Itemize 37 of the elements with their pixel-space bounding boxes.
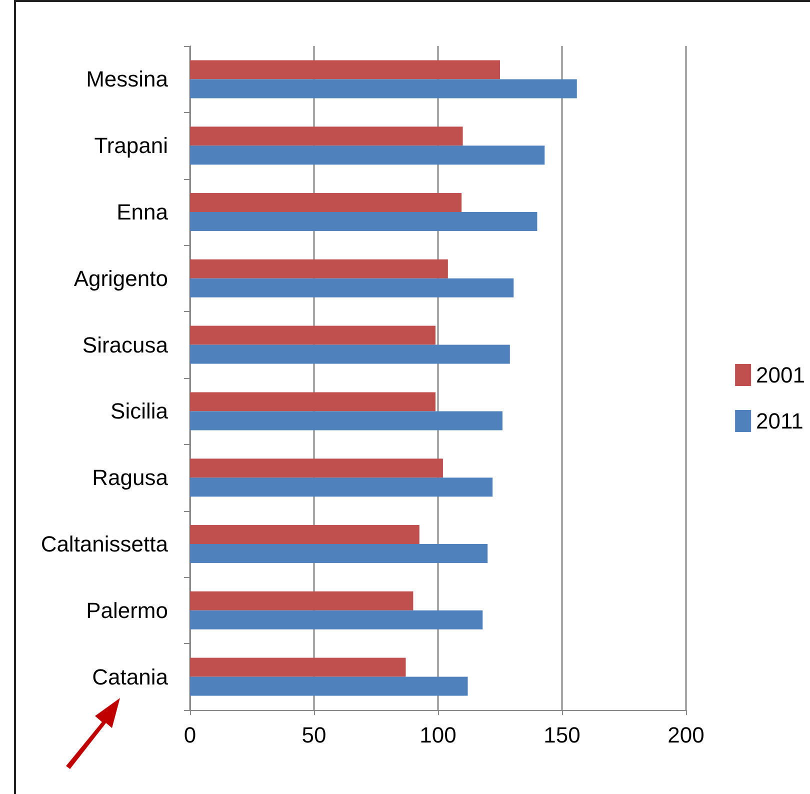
bar (190, 193, 462, 212)
y-tick-label: Palermo (86, 598, 168, 623)
bar (190, 411, 502, 430)
bar (190, 392, 436, 412)
bar (190, 60, 500, 80)
bar (190, 591, 414, 610)
bar (190, 326, 436, 345)
bar (190, 278, 514, 298)
bar (190, 79, 577, 98)
bar (190, 212, 538, 231)
y-tick-label: Caltanissetta (40, 532, 169, 556)
bar (190, 610, 483, 630)
bar (190, 676, 468, 696)
x-tick-label: 150 (544, 722, 580, 748)
bar (190, 259, 448, 278)
y-tick-label: Siracusa (82, 332, 169, 358)
bar (190, 146, 545, 165)
bar (190, 525, 420, 544)
y-tick-label: Trapani (94, 133, 168, 158)
bar (190, 344, 510, 364)
x-tick-label: 200 (668, 722, 704, 748)
x-tick-label: 0 (184, 722, 196, 748)
legend-label: 2001 (756, 362, 806, 388)
bar (190, 544, 488, 563)
y-tick-label: Ragusa (92, 465, 169, 490)
y-tick-label: Agrigento (74, 266, 168, 291)
x-tick-label: 50 (302, 722, 326, 748)
y-tick-label: Messina (86, 66, 169, 92)
y-tick-label: Sicilia (110, 398, 169, 424)
bar (190, 478, 493, 497)
y-tick-label: Catania (92, 664, 169, 690)
bar (190, 126, 463, 146)
bar (190, 658, 406, 677)
legend-label: 2011 (756, 408, 804, 434)
x-tick-label: 100 (420, 722, 456, 748)
y-tick-label: Enna (116, 200, 169, 224)
bar (190, 458, 443, 478)
